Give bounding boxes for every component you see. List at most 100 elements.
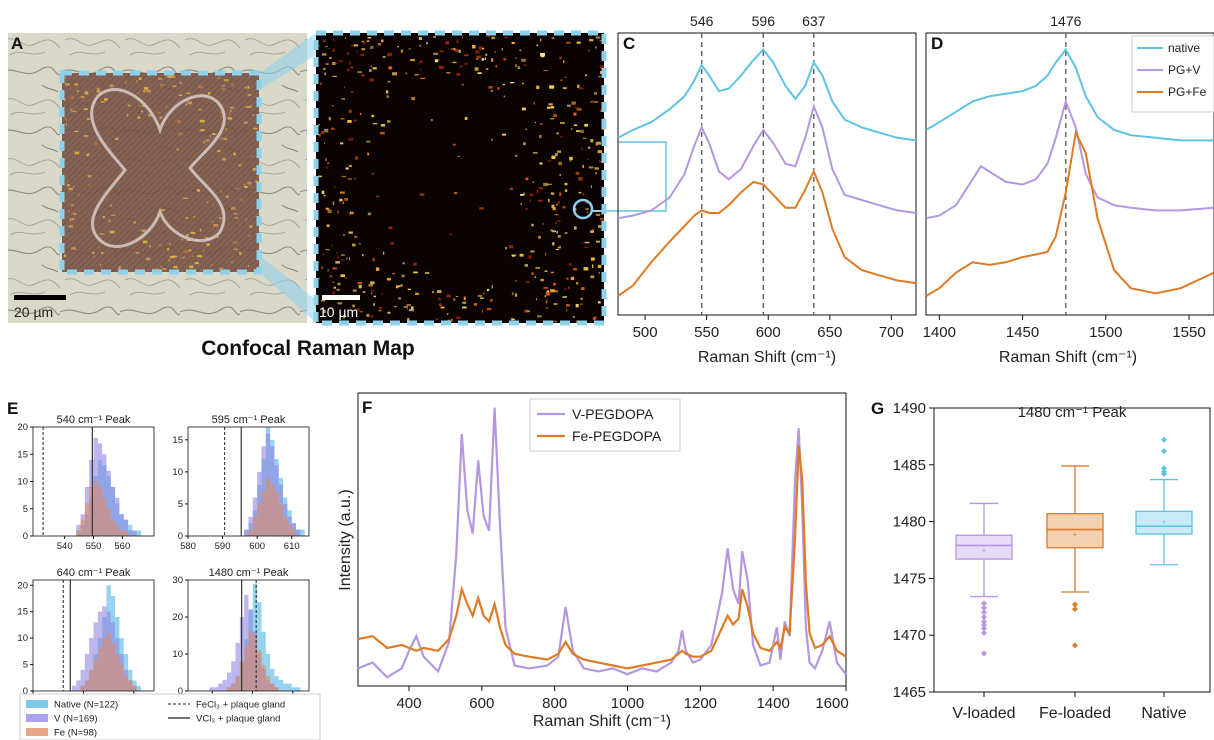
speckle — [551, 37, 555, 39]
speckle — [337, 282, 341, 286]
panel-label-b: B — [319, 34, 331, 53]
speckle — [575, 171, 580, 175]
speckle — [343, 315, 346, 319]
x-tick-label: 500 — [633, 324, 658, 341]
speckle — [172, 85, 177, 88]
plot-c: 546 596 637 500 550 600 650 700 — [617, 13, 917, 341]
legend-label: PG+Fe — [1168, 85, 1207, 99]
speckle — [255, 180, 259, 183]
speckle — [417, 63, 420, 65]
speckle — [557, 220, 561, 222]
speckle — [430, 118, 433, 122]
speckle — [331, 291, 336, 295]
box — [955, 534, 1013, 560]
speckle — [543, 182, 548, 187]
speckle — [554, 290, 558, 293]
speckle — [216, 236, 219, 239]
hist-bar-v — [231, 661, 236, 691]
speckle — [248, 235, 251, 237]
speckle — [550, 192, 555, 195]
speckle — [172, 255, 177, 258]
speckle — [323, 128, 329, 133]
speckle — [598, 224, 603, 228]
hist-bar-fe — [115, 525, 120, 536]
speckle — [187, 101, 192, 105]
speckle — [432, 291, 435, 293]
speckle — [592, 316, 595, 321]
speckle — [370, 315, 374, 318]
speckle — [475, 58, 479, 60]
legend-label: Fe-PEGDOPA — [572, 428, 662, 444]
speckle — [216, 77, 221, 80]
speckle — [523, 192, 525, 195]
speckle — [594, 92, 597, 95]
speckle — [222, 157, 226, 161]
speckle — [386, 277, 391, 281]
zoom-wedge-top — [259, 33, 316, 90]
speckle — [380, 124, 386, 127]
speckle — [329, 57, 332, 59]
speckle — [582, 193, 585, 196]
speckle — [433, 52, 438, 55]
speckle — [557, 150, 562, 153]
speckle — [395, 285, 401, 288]
speckle — [550, 271, 554, 274]
speckle — [251, 155, 254, 158]
peak-label: 637 — [802, 13, 826, 29]
speckle — [407, 288, 411, 290]
speckle — [219, 216, 222, 220]
speckle — [462, 301, 467, 304]
speckle — [223, 137, 227, 141]
speckle — [540, 38, 542, 42]
speckle — [212, 203, 215, 207]
speckle — [321, 190, 325, 194]
speckle — [205, 139, 210, 142]
hist-bar-fe — [97, 648, 103, 691]
speckle — [511, 255, 516, 257]
speckle — [588, 166, 594, 169]
speckle — [459, 65, 463, 68]
speckle — [74, 130, 79, 133]
legend-label: native — [1168, 41, 1200, 55]
speckle — [219, 267, 224, 270]
speckle — [394, 306, 397, 308]
speckle — [329, 56, 332, 59]
axes-c — [617, 32, 917, 316]
hist-bar-fe — [132, 685, 137, 691]
speckle — [238, 224, 241, 226]
speckle — [461, 83, 464, 86]
speckle — [590, 138, 594, 143]
speckle — [198, 130, 202, 132]
speckle — [452, 298, 456, 301]
speckle — [74, 83, 79, 86]
x-tick-label: 1600 — [815, 695, 848, 712]
speckle — [438, 297, 441, 301]
speckle — [363, 42, 366, 45]
plot-g: 1465 1470 1475 1480 1485 1490 + V-loaded + Fe-loa… — [893, 400, 1193, 722]
hist-bar-native — [270, 668, 275, 691]
speckle — [598, 160, 603, 163]
speckle — [338, 60, 343, 63]
speckle — [183, 250, 188, 254]
speckle — [547, 183, 552, 185]
speckle — [580, 129, 584, 133]
speckle — [194, 261, 199, 265]
speckle — [552, 207, 556, 211]
speckle — [531, 223, 534, 227]
outlier — [1161, 448, 1167, 455]
speckle — [524, 309, 528, 313]
speckle — [439, 50, 444, 52]
speckle — [233, 152, 237, 156]
speckle — [598, 272, 600, 274]
series-line-pgfe — [925, 129, 1214, 297]
speckle — [127, 104, 131, 107]
speckle — [539, 162, 543, 165]
speckle — [576, 281, 579, 285]
speckle — [126, 114, 129, 117]
speckle — [392, 72, 397, 76]
hist-bar-fe — [119, 530, 124, 536]
hist-bar-fe — [93, 659, 98, 691]
speckle — [522, 82, 524, 85]
speckle — [341, 259, 345, 261]
